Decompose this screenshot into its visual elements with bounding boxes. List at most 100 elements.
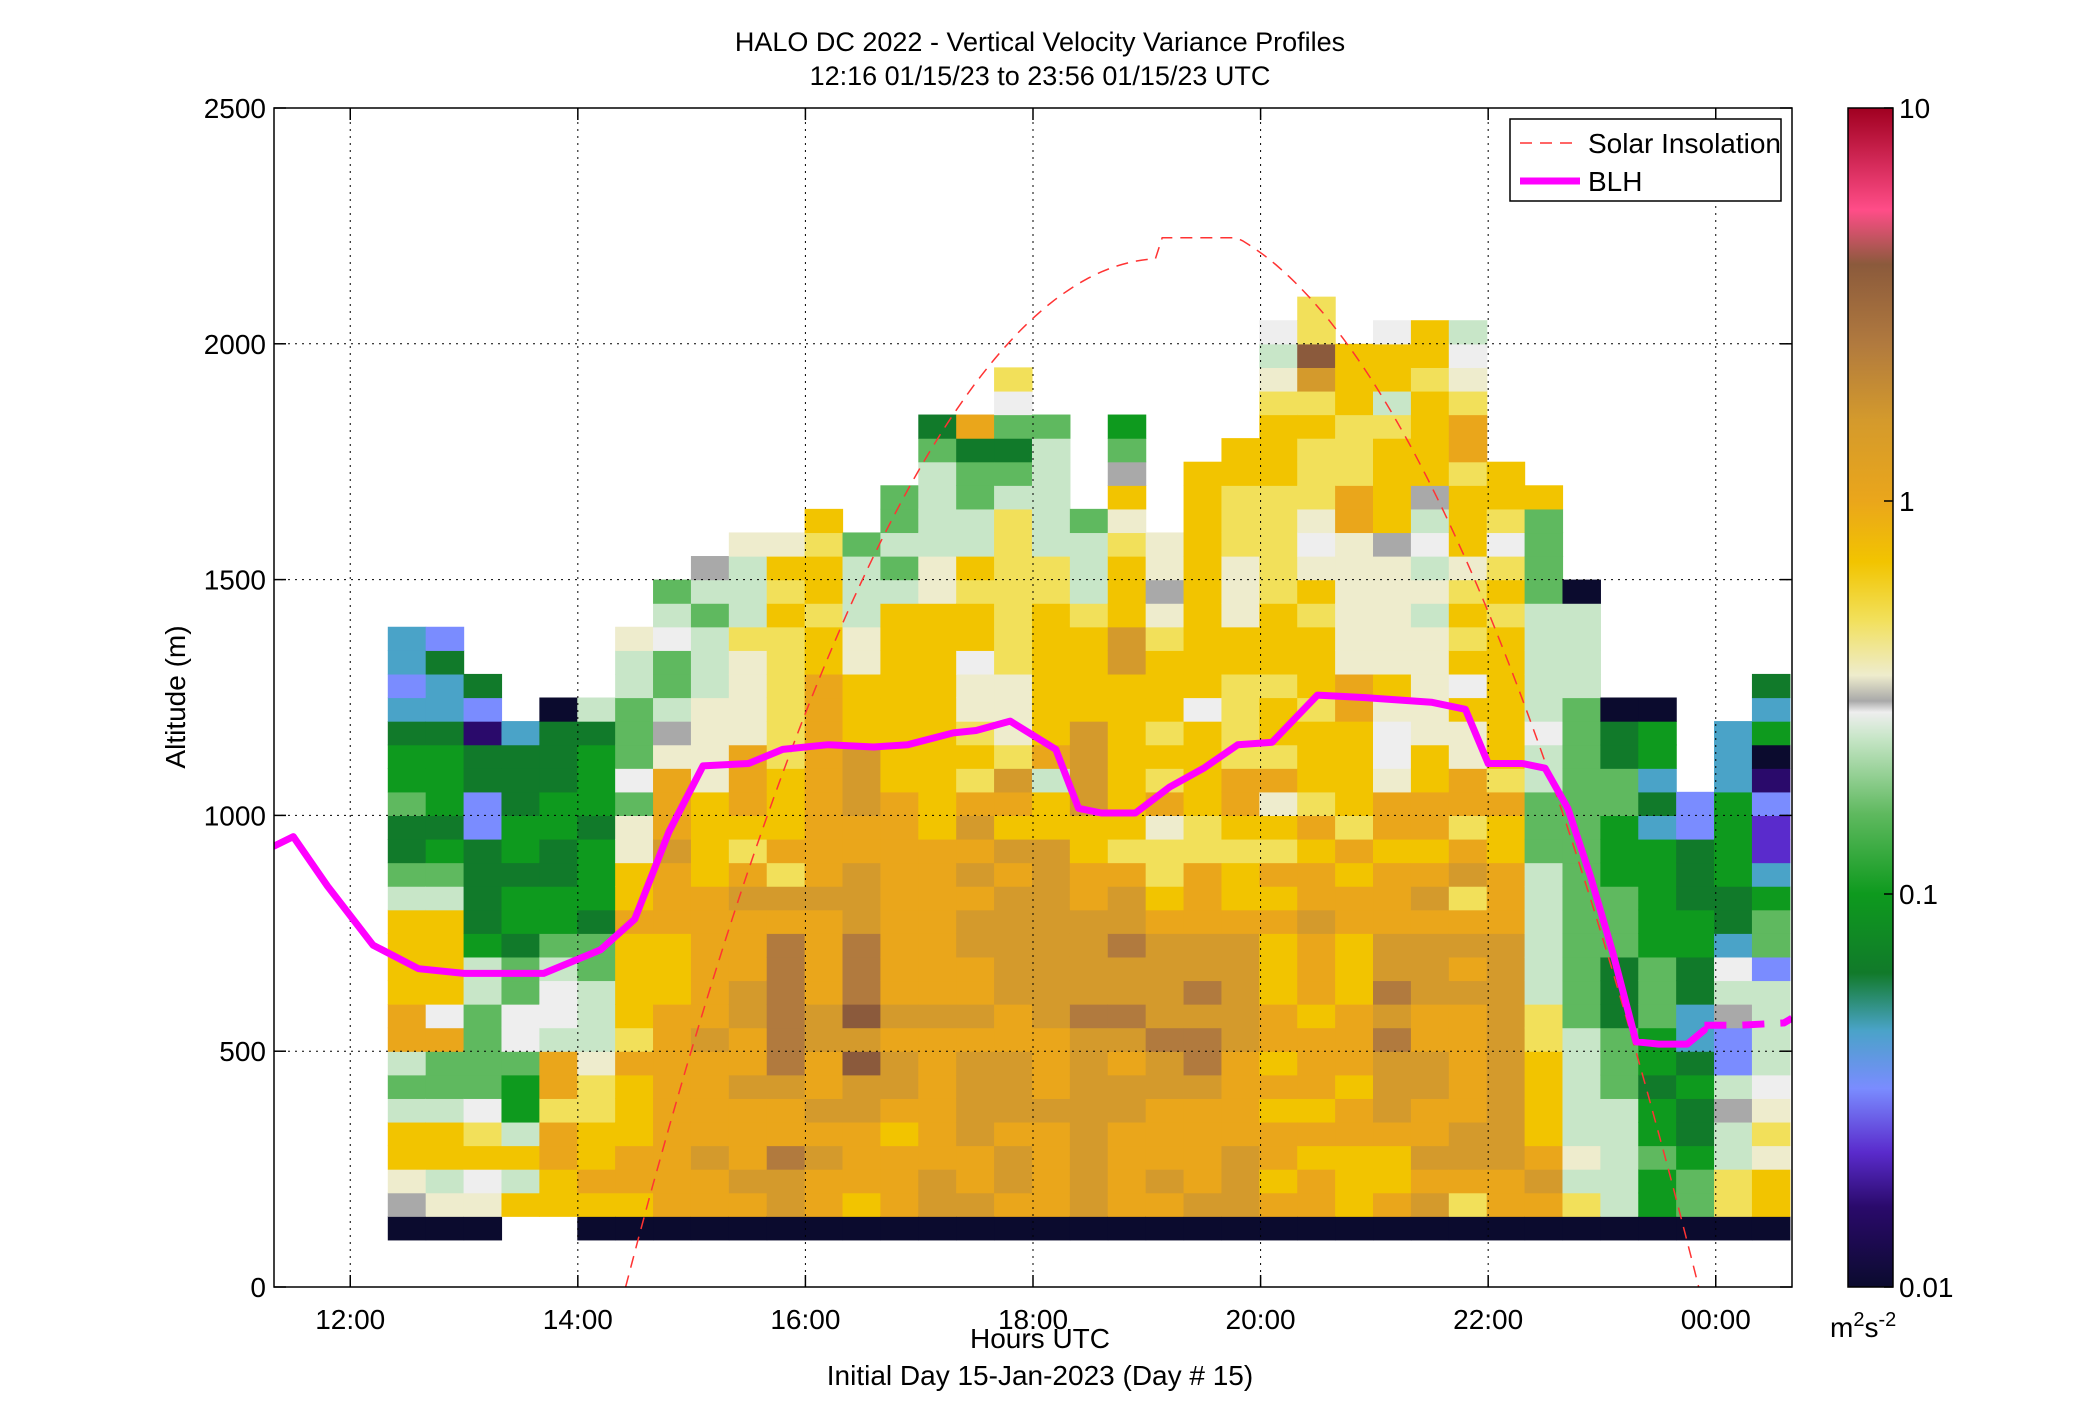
heatmap-cell	[994, 603, 1033, 628]
heatmap-cell	[1259, 1098, 1298, 1123]
heatmap-cell	[804, 1027, 844, 1052]
heatmap-cell	[918, 886, 957, 911]
heatmap-cell	[425, 838, 465, 864]
heatmap-cell	[501, 1169, 540, 1194]
heatmap-cell	[994, 768, 1033, 793]
heatmap-cell	[1107, 1098, 1147, 1123]
heatmap-cell	[1751, 744, 1791, 769]
heatmap-cell	[918, 1145, 957, 1170]
heatmap-cell	[1145, 603, 1185, 628]
heatmap-cell	[956, 744, 995, 769]
heatmap-cell	[387, 1145, 427, 1170]
heatmap-cell	[1335, 1216, 1374, 1241]
heatmap-cell	[918, 532, 957, 557]
chart-title: HALO DC 2022 - Vertical Velocity Varianc…	[735, 27, 1345, 57]
heatmap-cell	[766, 956, 806, 982]
heatmap-cell	[918, 980, 957, 1005]
heatmap-cell	[1638, 768, 1677, 793]
heatmap-cell	[1600, 1145, 1639, 1170]
heatmap-cell	[1751, 1192, 1791, 1217]
heatmap-cell	[1145, 1121, 1185, 1147]
heatmap-cell	[425, 815, 465, 840]
heatmap-cell	[1448, 343, 1488, 368]
heatmap-cell	[1145, 956, 1185, 982]
heatmap-cell	[1714, 1169, 1753, 1194]
heatmap-cell	[1373, 956, 1412, 982]
heatmap-cell	[880, 532, 919, 557]
heatmap-cell	[463, 933, 503, 958]
x-tick-label: 20:00	[1226, 1304, 1296, 1335]
heatmap-cell	[577, 1216, 616, 1241]
heatmap-cell	[1751, 768, 1791, 793]
heatmap-cell	[918, 485, 957, 510]
heatmap-cell	[577, 1074, 616, 1099]
heatmap-cell	[994, 532, 1033, 557]
heatmap-cell	[956, 815, 995, 840]
heatmap-cell	[1183, 721, 1223, 746]
heatmap-cell	[1410, 343, 1450, 368]
heatmap-cell	[918, 626, 957, 651]
heatmap-cell	[1638, 815, 1677, 840]
heatmap-cell	[956, 461, 995, 486]
heatmap-cell	[1714, 838, 1753, 864]
heatmap-cell	[387, 697, 427, 722]
heatmap-cell	[1259, 367, 1298, 392]
legend: Solar Insolation BLH	[1509, 118, 1782, 202]
heatmap-cell	[425, 909, 465, 934]
heatmap-cell	[1183, 1004, 1223, 1029]
heatmap-cell	[387, 1216, 427, 1241]
heatmap-cell	[1486, 650, 1526, 675]
heatmap-cell	[994, 508, 1033, 534]
heatmap-cell	[653, 1192, 692, 1217]
heatmap-cell	[842, 1169, 881, 1194]
heatmap-cell	[463, 980, 503, 1005]
heatmap-cell	[1335, 1004, 1374, 1029]
heatmap-cell	[1410, 744, 1450, 769]
heatmap-cell	[918, 933, 957, 958]
heatmap-cell	[1373, 343, 1412, 368]
heatmap-cell	[1373, 909, 1412, 934]
heatmap-cell	[804, 697, 844, 722]
heatmap-cell	[1638, 791, 1677, 816]
heatmap-cell	[1448, 909, 1488, 934]
legend-blh-label: BLH	[1588, 166, 1642, 197]
heatmap-cell	[804, 1074, 844, 1099]
heatmap-cell	[766, 1145, 806, 1170]
heatmap-cell	[1448, 1027, 1488, 1052]
heatmap-cell	[1486, 1074, 1526, 1099]
heatmap-cell	[1448, 367, 1488, 392]
heatmap-cell	[501, 721, 540, 746]
heatmap-cell	[1714, 886, 1753, 911]
heatmap-cell	[766, 626, 806, 651]
heatmap-cell	[956, 626, 995, 651]
heatmap-cell	[1297, 343, 1336, 368]
heatmap-cell	[1714, 1051, 1753, 1076]
colorbar-unit: m2s-2	[1830, 1309, 1896, 1343]
heatmap-cell	[690, 815, 730, 840]
heatmap-cell	[994, 1145, 1033, 1170]
heatmap-cell	[653, 721, 692, 746]
heatmap-cell	[1183, 886, 1223, 911]
heatmap-cell	[1524, 1145, 1564, 1170]
heatmap-cell	[1259, 579, 1298, 604]
heatmap-cell	[1183, 556, 1223, 581]
heatmap-cell	[539, 838, 578, 864]
heatmap-cell	[956, 532, 995, 557]
heatmap-cell	[1031, 485, 1071, 510]
heatmap-cell	[1335, 390, 1374, 416]
heatmap-cell	[1373, 744, 1412, 769]
heatmap-cell	[1221, 768, 1260, 793]
heatmap-cell	[728, 791, 768, 816]
heatmap-cell	[1297, 862, 1336, 887]
heatmap-cell	[1031, 556, 1071, 581]
heatmap-cell	[918, 556, 957, 581]
heatmap-cell	[994, 1121, 1033, 1147]
heatmap-cell	[766, 1004, 806, 1029]
y-tick-label: 2000	[204, 329, 266, 360]
heatmap-cell	[1335, 532, 1374, 557]
heatmap-cell	[1714, 744, 1753, 769]
heatmap-cell	[1335, 886, 1374, 911]
heatmap-cell	[1335, 438, 1374, 463]
heatmap-cell	[1600, 1216, 1639, 1241]
heatmap-cell	[615, 1216, 654, 1241]
